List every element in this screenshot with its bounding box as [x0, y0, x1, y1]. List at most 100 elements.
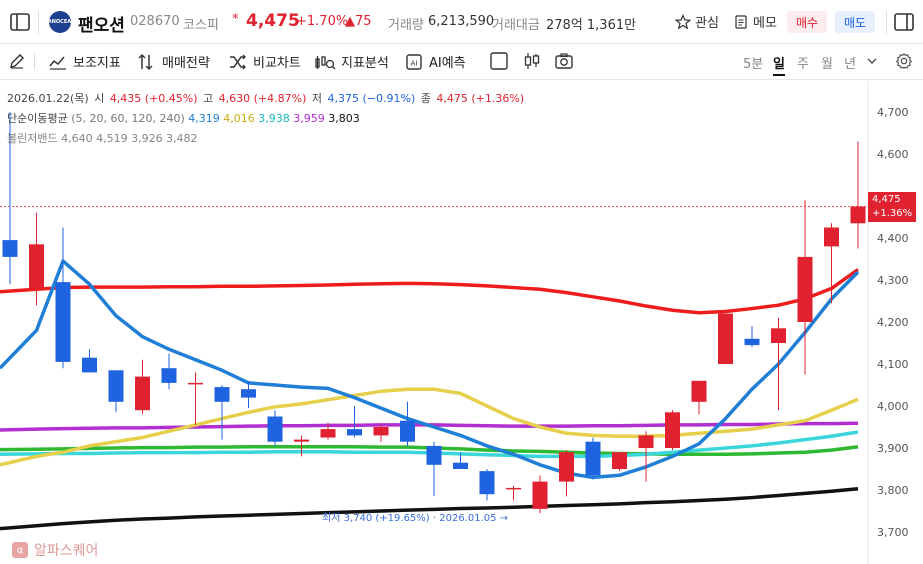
ma20-value: 4,016	[223, 112, 255, 125]
candle-body	[718, 313, 733, 364]
candle-body	[771, 328, 786, 343]
price-tag-price: 4,475	[872, 194, 901, 205]
candle-body	[135, 376, 150, 411]
ma-label: 단순이동평균	[7, 112, 68, 125]
y-tick-label: 3,700	[877, 526, 909, 539]
open-label: 시	[94, 92, 105, 105]
ai-forecast-button[interactable]: AI AI예측	[404, 52, 466, 71]
ai-forecast-label: AI예측	[429, 56, 466, 71]
candle-body	[214, 387, 230, 402]
candle-type-button[interactable]	[522, 52, 542, 70]
low-label: 저	[311, 92, 323, 105]
change-amount: ▲75	[345, 14, 372, 29]
ma-params: (5, 20, 60, 120, 240)	[71, 112, 185, 125]
strategy-label: 매매전략	[162, 56, 210, 71]
low-price-note: 최저 3,740 (+19.65%) · 2026.01.05 →	[322, 513, 509, 524]
settings-button[interactable]	[895, 52, 913, 70]
y-tick-label: 4,000	[877, 400, 909, 413]
candle-body	[612, 452, 627, 469]
candle-body	[585, 441, 601, 476]
candle-body	[532, 481, 548, 509]
square-icon	[490, 52, 508, 70]
company-logo: PANOCEAN	[45, 11, 75, 33]
y-tick-label: 4,600	[877, 148, 909, 161]
gear-icon	[896, 53, 912, 69]
indicator-label: 보조지표	[73, 56, 121, 71]
candle-body	[294, 439, 309, 442]
buy-button[interactable]: 매수	[787, 11, 827, 33]
y-tick-label: 4,300	[877, 274, 909, 287]
watermark-text: 알파스퀘어	[34, 543, 99, 559]
analysis-label: 지표분석	[341, 56, 389, 71]
market-label: 코스피	[183, 18, 219, 33]
indicator-button[interactable]: 보조지표	[48, 52, 121, 71]
ma240-line	[0, 486, 859, 531]
amount-label: 거래대금	[492, 18, 540, 33]
memo-button[interactable]: 메모	[733, 12, 777, 31]
ohlc-legend: 2026.01.22(목) 시 4,435 (+0.45%) 고 4,630 (…	[7, 90, 526, 106]
candle-body	[188, 382, 203, 385]
screenshot-button[interactable]	[554, 52, 574, 70]
current-price-tag: 4,475 +1.36%	[868, 192, 916, 222]
period-dropdown[interactable]	[865, 54, 879, 68]
high-value: 4,630 (+4.87%)	[218, 92, 307, 105]
candle-body	[506, 487, 521, 490]
price-tag-rate: +1.36%	[872, 208, 913, 219]
strategy-button[interactable]: 매매전략	[137, 52, 210, 71]
candle-body	[2, 240, 18, 257]
close-value: 4,475 (+1.36%)	[436, 92, 525, 105]
candle-body	[744, 338, 760, 346]
close-label: 종	[420, 92, 431, 105]
alphasquare-logo-icon: α	[12, 542, 28, 558]
open-value: 4,435 (+0.45%)	[109, 92, 198, 105]
candle-body	[373, 427, 389, 436]
memo-label: 메모	[753, 16, 777, 31]
star-icon	[675, 13, 691, 30]
svg-text:AI: AI	[411, 59, 418, 67]
ma5-line	[0, 259, 860, 480]
period-month[interactable]: 월	[821, 57, 833, 72]
stock-name[interactable]: 팬오션	[78, 16, 125, 36]
legend-date: 2026.01.22(목)	[7, 92, 89, 105]
memo-icon	[735, 14, 747, 29]
candle-body	[320, 429, 336, 438]
candle-body	[241, 389, 256, 398]
candle-body	[161, 368, 177, 383]
y-tick-label: 3,900	[877, 442, 909, 455]
candle-body	[347, 429, 362, 436]
ma240-value: 3,803	[328, 112, 360, 125]
y-tick-label: 4,100	[877, 358, 909, 371]
toolbar-divider	[34, 54, 35, 70]
pencil-icon	[10, 54, 24, 69]
volume-value: 6,213,590	[428, 14, 495, 29]
y-tick-label: 4,200	[877, 316, 909, 329]
period-5min[interactable]: 5분	[743, 57, 764, 72]
draw-tool-button[interactable]	[8, 52, 26, 70]
compare-button[interactable]: 비교차트	[228, 52, 301, 71]
candle-body	[850, 206, 866, 224]
bollinger-legend: 볼린저밴드 4,640 4,519 3,926 3,482	[7, 132, 198, 145]
amount-value: 278억 1,361만	[546, 18, 637, 33]
chart-toolbar: 보조지표 매매전략 비교차트 지표분석 AI AI예측 5분 일 주 월 년	[0, 44, 923, 80]
ma-legend: 단순이동평균 (5, 20, 60, 120, 240) 4,319 4,016…	[7, 110, 360, 126]
right-panel-toggle-icon[interactable]	[892, 10, 916, 34]
chevron-down-icon	[867, 58, 877, 65]
header-divider-right	[886, 10, 887, 34]
header-bar: PANOCEAN 팬오션 028670 코스피 * 4,475 +1.70% ▲…	[0, 0, 923, 44]
camera-icon	[555, 53, 573, 69]
realtime-marker: *	[232, 12, 239, 27]
candle-body	[559, 452, 574, 482]
candle-body	[824, 227, 839, 247]
layout-square-button[interactable]	[489, 52, 509, 70]
period-week[interactable]: 주	[797, 57, 809, 72]
price-chart[interactable]: 4,7004,6004,5004,4004,3004,2004,1004,000…	[0, 81, 923, 564]
sell-button[interactable]: 매도	[835, 11, 875, 33]
candle-body	[638, 435, 654, 448]
favorite-button[interactable]: 관심	[675, 12, 719, 31]
candle-body	[479, 471, 495, 495]
period-day[interactable]: 일	[773, 53, 785, 76]
period-year[interactable]: 년	[844, 57, 856, 72]
ma60-value: 3,938	[258, 112, 290, 125]
left-panel-toggle-icon[interactable]	[8, 10, 32, 34]
analysis-button[interactable]: 지표분석	[314, 52, 389, 71]
